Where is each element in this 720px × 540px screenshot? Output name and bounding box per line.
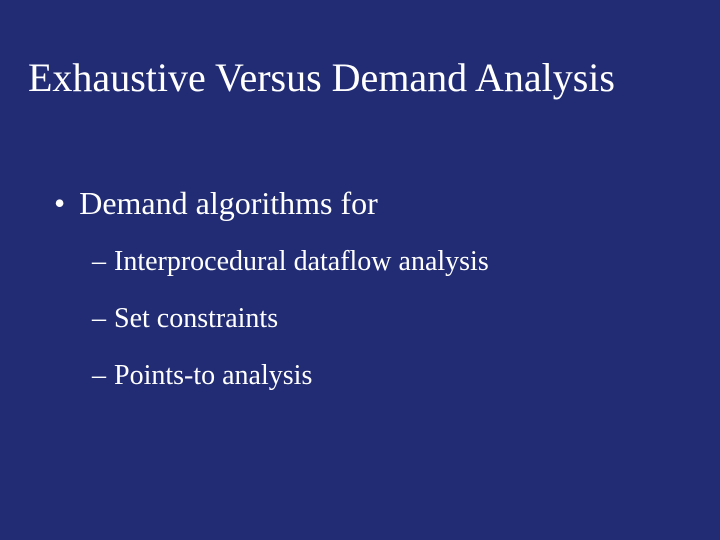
slide-body: • Demand algorithms for – Interprocedura… [54, 184, 670, 415]
sub-bullet-text: Interprocedural dataflow analysis [114, 244, 489, 279]
slide: Exhaustive Versus Demand Analysis • Dema… [0, 0, 720, 540]
list-item: – Set constraints [92, 301, 670, 336]
list-item: – Interprocedural dataflow analysis [92, 244, 670, 279]
list-item: • Demand algorithms for [54, 184, 670, 222]
bullet-icon: • [54, 184, 65, 222]
list-item: – Points-to analysis [92, 358, 670, 393]
sub-bullet-text: Points-to analysis [114, 358, 312, 393]
sub-bullet-text: Set constraints [114, 301, 278, 336]
dash-icon: – [92, 358, 106, 393]
slide-title: Exhaustive Versus Demand Analysis [28, 56, 692, 100]
dash-icon: – [92, 301, 106, 336]
bullet-text: Demand algorithms for [79, 184, 378, 222]
dash-icon: – [92, 244, 106, 279]
